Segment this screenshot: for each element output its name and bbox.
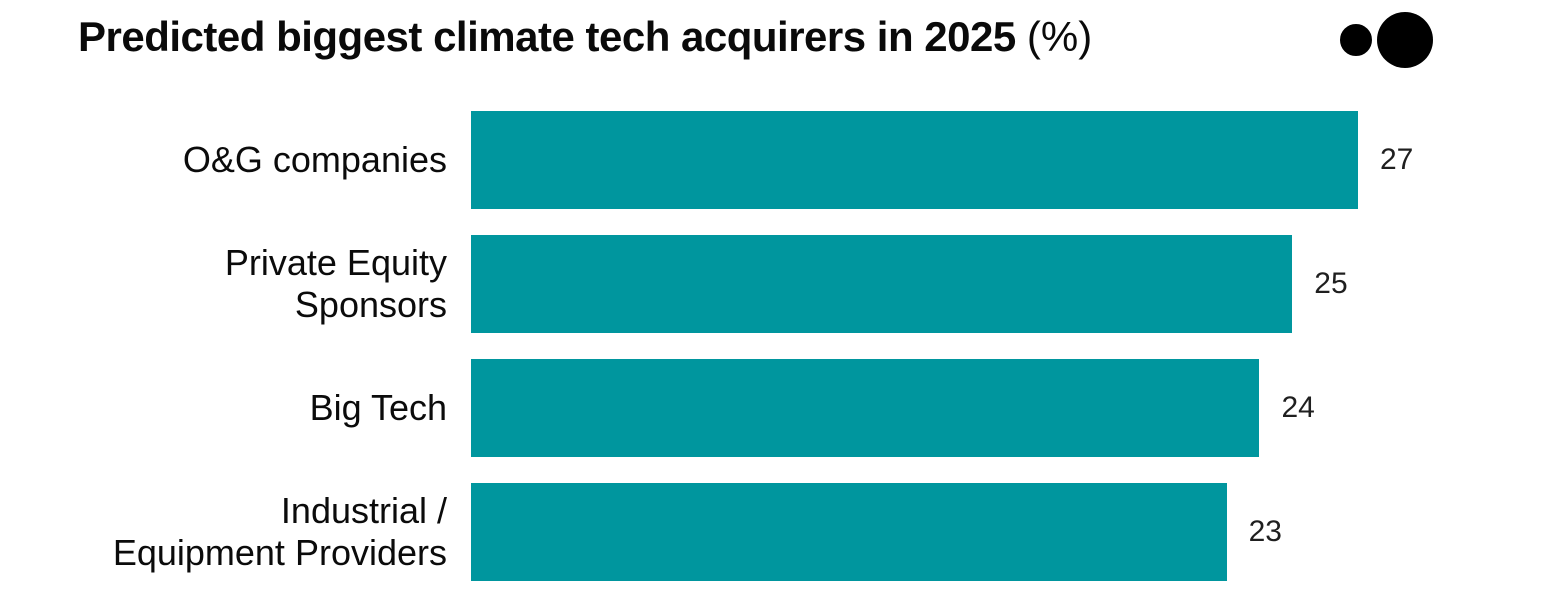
bar: [471, 111, 1358, 209]
bar-area: 27: [471, 111, 1413, 209]
value-label: 25: [1314, 267, 1348, 300]
category-label: O&G companies: [182, 138, 447, 180]
page-title: Predicted biggest climate tech acquirers…: [78, 13, 1092, 61]
category-label: Big Tech: [309, 386, 447, 428]
outlined-circle-icon: [1340, 24, 1372, 56]
value-label: 24: [1281, 391, 1315, 424]
page-title-unit: (%): [1026, 13, 1093, 60]
category-label: Private Equity Sponsors: [224, 241, 447, 325]
bar-row: Private Equity Sponsors 25: [0, 235, 1564, 333]
bar: [471, 235, 1293, 333]
page-title-bold: Predicted biggest climate tech acquirers…: [78, 13, 1016, 60]
value-label: 27: [1380, 143, 1414, 176]
value-label: 23: [1248, 515, 1282, 548]
bar: [471, 359, 1260, 457]
bar-row: Industrial / Equipment Providers 23: [0, 483, 1564, 581]
bar-chart: O&G companies 27 Private Equity Sponsors…: [0, 111, 1564, 607]
bar-area: 24: [471, 359, 1358, 457]
filled-circle-icon: [1377, 12, 1433, 68]
bar-row: Big Tech 24: [0, 359, 1564, 457]
bar-area: 25: [471, 235, 1358, 333]
bar-row: O&G companies 27: [0, 111, 1564, 209]
bar-area: 23: [471, 483, 1358, 581]
logo: [1340, 12, 1433, 68]
page-title-suffix: [1016, 13, 1027, 60]
category-label: Industrial / Equipment Providers: [112, 489, 447, 573]
bar: [471, 483, 1227, 581]
